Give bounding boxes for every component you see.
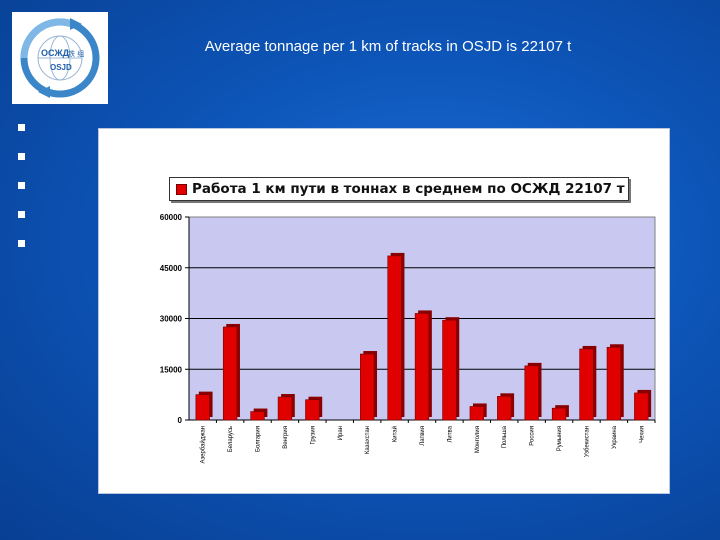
logo-text-ru: OCЖД — [41, 48, 70, 58]
bar — [634, 392, 649, 421]
bullet-marker — [18, 182, 25, 189]
x-tick-label: Беларусь — [228, 426, 234, 452]
osjd-logo: OCЖД 铁 组 OSJD — [12, 12, 108, 104]
osjd-logo-emblem: OCЖД 铁 组 OSJD — [20, 18, 100, 98]
legend-label: Работа 1 км пути в тоннах в среднем по О… — [192, 181, 625, 197]
x-tick-label: Грузия — [310, 426, 316, 445]
x-tick-label: Узбекистан — [584, 426, 590, 457]
bar — [305, 399, 320, 421]
bar — [360, 353, 375, 421]
y-tick-label: 30000 — [160, 315, 183, 324]
bullet-marker — [18, 211, 25, 218]
bar — [497, 396, 512, 421]
x-tick-label: Казахстан — [365, 426, 371, 454]
bar — [250, 411, 265, 421]
x-tick-label: Латвия — [420, 426, 426, 446]
x-tick-label: Украина — [612, 425, 618, 449]
bar — [442, 319, 457, 421]
x-tick-label: Иран — [338, 426, 344, 440]
x-tick-label: Чехия — [639, 426, 645, 443]
bullet-marker — [18, 240, 25, 247]
bar — [195, 394, 210, 421]
x-tick-label: Россия — [530, 426, 536, 446]
slide-title: Average tonnage per 1 km of tracks in OS… — [204, 38, 572, 55]
x-tick-label: Азербайджан — [200, 426, 207, 464]
bar-chart: 0 15000 30000 45000 60000 Азербайджан Беларусь… — [160, 213, 656, 464]
bullet-marker — [18, 153, 25, 160]
y-tick-label: 60000 — [160, 213, 183, 222]
bullet-marker — [18, 124, 25, 131]
logo-text-cn: 铁 组 — [68, 49, 84, 58]
bar — [579, 348, 594, 421]
bar — [414, 313, 430, 421]
chart-legend: Работа 1 км пути в тоннах в среднем по О… — [169, 177, 629, 201]
y-tick-label: 45000 — [160, 264, 183, 273]
bar — [524, 365, 539, 421]
y-tick-label: 15000 — [160, 365, 183, 374]
x-tick-label: Болгария — [256, 426, 262, 452]
bar — [469, 406, 484, 421]
bar — [606, 346, 622, 421]
x-tick-label: Польша — [502, 425, 508, 448]
y-tick-label: 0 — [178, 416, 183, 425]
x-tick-label: Румыния — [557, 426, 563, 451]
bar — [387, 255, 402, 421]
x-tick-label: Венгрия — [283, 426, 289, 449]
x-tick-label: Монголия — [475, 426, 481, 453]
bar — [222, 326, 238, 421]
bar — [277, 396, 293, 421]
logo-text-en: OSJD — [50, 63, 72, 72]
bar — [551, 407, 567, 421]
x-tick-label: Китай — [392, 426, 399, 442]
x-tick-label: Литва — [447, 425, 453, 442]
legend-swatch — [176, 184, 187, 195]
chart-panel: 0 15000 30000 45000 60000 Азербайджан Беларусь… — [98, 128, 670, 494]
bullet-list — [18, 124, 30, 269]
